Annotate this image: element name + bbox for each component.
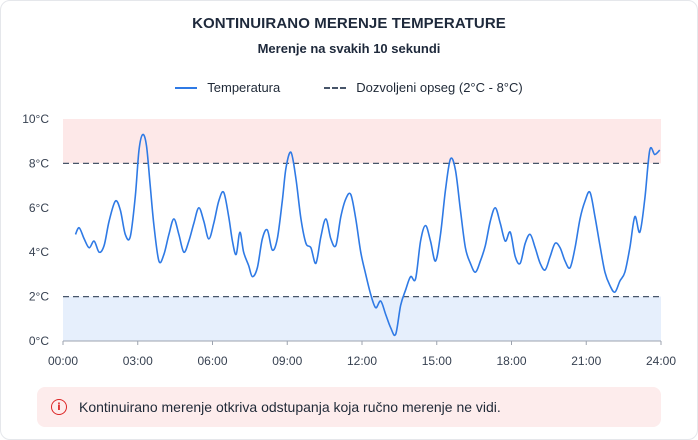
line-chart: 0°C 2°C 4°C 6°C 8°C 10°C 00:00 03:00 06:00 09:00 1…	[22, 112, 676, 368]
alert-banner: i Kontinuirano merenje otkriva odstupanj…	[37, 387, 661, 427]
chart-legend: Temperatura Dozvoljeni opseg (2°C - 8°C)	[1, 80, 697, 95]
temperature-series-line	[74, 133, 661, 337]
legend-item-range[interactable]: Dozvoljeni opseg (2°C - 8°C)	[324, 80, 523, 95]
legend-dash-swatch	[324, 86, 347, 89]
y-tick-label: 8°C	[29, 156, 49, 170]
y-tick-label: 2°C	[29, 290, 49, 304]
x-tick-label: 09:00	[272, 354, 302, 368]
legend-label-temperature: Temperatura	[207, 80, 281, 95]
x-tick-label: 21:00	[571, 354, 601, 368]
x-tick-label: 12:00	[347, 354, 377, 368]
x-tick-label: 00:00	[48, 354, 78, 368]
x-tick-label: 03:00	[123, 354, 153, 368]
alert-text: Kontinuirano merenje otkriva odstupanja …	[79, 399, 501, 415]
x-tick-label: 15:00	[422, 354, 452, 368]
info-icon: i	[51, 399, 67, 415]
y-tick-label: 6°C	[29, 201, 49, 215]
above-range-band	[63, 119, 661, 164]
legend-label-range: Dozvoljeni opseg (2°C - 8°C)	[356, 80, 523, 95]
legend-item-temperature[interactable]: Temperatura	[175, 80, 280, 95]
chart-title: KONTINUIRANO MERENJE TEMPERATURE	[192, 15, 506, 32]
x-tick-label: 18:00	[496, 354, 526, 368]
chart-subtitle: Merenje na svakih 10 sekundi	[257, 41, 441, 56]
x-tick-label: 06:00	[197, 354, 227, 368]
legend-line-swatch	[175, 86, 198, 89]
below-range-band	[63, 296, 661, 341]
y-tick-label: 0°C	[29, 334, 49, 348]
x-tick-label: 24:00	[646, 354, 676, 368]
y-tick-label: 4°C	[29, 245, 49, 259]
y-tick-label: 10°C	[22, 112, 49, 126]
